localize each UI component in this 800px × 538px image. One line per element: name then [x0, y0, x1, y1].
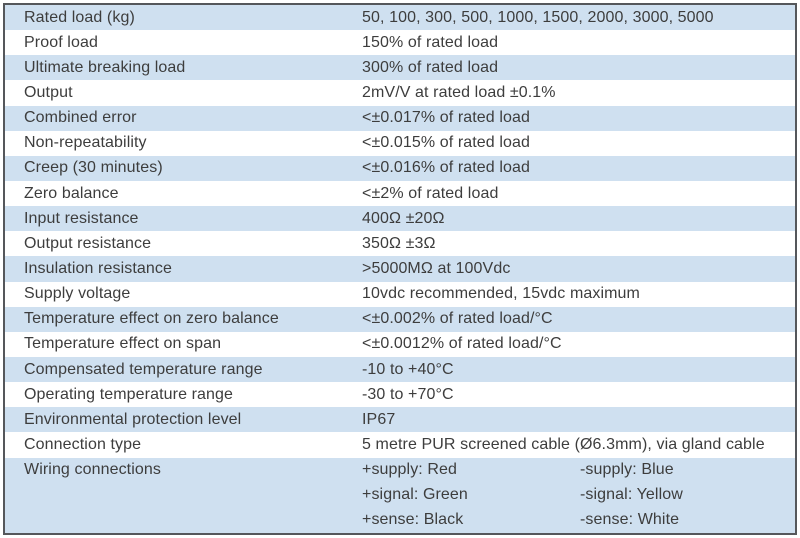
- spec-value: -30 to +70°C: [362, 385, 454, 403]
- spec-row-output: Output 2mV/V at rated load ±0.1%: [5, 80, 795, 105]
- spec-label: Insulation resistance: [24, 259, 172, 277]
- wiring-left-value: +sense: Black: [362, 511, 464, 529]
- spec-value: <±0.017% of rated load: [362, 109, 530, 127]
- spec-row-ultimate-breaking-load: Ultimate breaking load 300% of rated loa…: [5, 55, 795, 81]
- spec-value: 10vdc recommended, 15vdc maximum: [362, 285, 640, 303]
- spec-label: Compensated temperature range: [24, 360, 263, 378]
- spec-label: Supply voltage: [24, 285, 131, 303]
- spec-row-supply-voltage: Supply voltage 10vdc recommended, 15vdc …: [5, 282, 795, 307]
- spec-value: 350Ω ±3Ω: [362, 234, 436, 252]
- spec-row-connection-type: Connection type 5 metre PUR screened cab…: [5, 432, 795, 457]
- spec-value: 50, 100, 300, 500, 1000, 1500, 2000, 300…: [362, 8, 714, 26]
- spec-label: Operating temperature range: [24, 385, 234, 403]
- spec-label: Temperature effect on span: [24, 335, 222, 353]
- spec-value: <±2% of rated load: [362, 184, 499, 202]
- spec-table-frame: Rated load (kg) 50, 100, 300, 500, 1000,…: [3, 3, 797, 535]
- spec-row-insulation-resistance: Insulation resistance >5000MΩ at 100Vdc: [5, 256, 795, 282]
- wiring-left-value: +signal: Green: [362, 486, 468, 504]
- spec-row-compensated-temp-range: Compensated temperature range -10 to +40…: [5, 356, 795, 383]
- spec-label: Input resistance: [24, 209, 139, 227]
- wiring-right-value: -signal: Yellow: [580, 486, 683, 504]
- wiring-line-signal: +signal: Green -signal: Yellow: [362, 483, 795, 508]
- spec-row-non-repeatability: Non-repeatability <±0.015% of rated load: [5, 131, 795, 156]
- spec-value: 150% of rated load: [362, 33, 499, 51]
- spec-label: Wiring connections: [24, 461, 161, 479]
- spec-label: Ultimate breaking load: [24, 58, 186, 76]
- spec-label: Combined error: [24, 109, 137, 127]
- spec-row-temp-effect-span: Temperature effect on span <±0.0012% of …: [5, 332, 795, 357]
- spec-value: IP67: [362, 410, 396, 428]
- spec-value: <±0.002% of rated load/°C: [362, 310, 553, 328]
- spec-value: >5000MΩ at 100Vdc: [362, 259, 511, 277]
- wiring-line-supply: +supply: Red -supply: Blue: [362, 458, 795, 483]
- spec-row-output-resistance: Output resistance 350Ω ±3Ω: [5, 231, 795, 256]
- spec-label: Connection type: [24, 435, 142, 453]
- spec-row-proof-load: Proof load 150% of rated load: [5, 30, 795, 55]
- spec-row-wiring-connections: Wiring connections +supply: Red -supply:…: [5, 457, 795, 533]
- spec-label: Proof load: [24, 33, 98, 51]
- spec-value: 400Ω ±20Ω: [362, 209, 445, 227]
- wiring-left-value: +supply: Red: [362, 461, 458, 479]
- spec-value: -10 to +40°C: [362, 360, 454, 378]
- spec-label: Creep (30 minutes): [24, 159, 163, 177]
- spec-table: Rated load (kg) 50, 100, 300, 500, 1000,…: [5, 5, 795, 533]
- wiring-right-value: -sense: White: [580, 511, 680, 529]
- spec-value: <±0.016% of rated load: [362, 159, 530, 177]
- spec-label: Output: [24, 83, 73, 101]
- spec-label: Environmental protection level: [24, 410, 242, 428]
- spec-row-temp-effect-zero-balance: Temperature effect on zero balance <±0.0…: [5, 306, 795, 332]
- spec-row-input-resistance: Input resistance 400Ω ±20Ω: [5, 206, 795, 232]
- spec-row-creep: Creep (30 minutes) <±0.016% of rated loa…: [5, 155, 795, 181]
- spec-row-zero-balance: Zero balance <±2% of rated load: [5, 181, 795, 206]
- spec-row-operating-temp-range: Operating temperature range -30 to +70°C: [5, 382, 795, 407]
- spec-value: <±0.015% of rated load: [362, 134, 530, 152]
- spec-value: 5 metre PUR screened cable (Ø6.3mm), via…: [362, 435, 765, 453]
- spec-value: 300% of rated load: [362, 58, 499, 76]
- spec-label: Non-repeatability: [24, 134, 147, 152]
- spec-label: Zero balance: [24, 184, 119, 202]
- wiring-line-sense: +sense: Black -sense: White: [362, 508, 795, 533]
- wiring-right-value: -supply: Blue: [580, 461, 674, 479]
- spec-label: Rated load (kg): [24, 8, 135, 26]
- spec-row-combined-error: Combined error <±0.017% of rated load: [5, 105, 795, 131]
- spec-value: <±0.0012% of rated load/°C: [362, 335, 562, 353]
- spec-label: Temperature effect on zero balance: [24, 310, 279, 328]
- spec-row-rated-load: Rated load (kg) 50, 100, 300, 500, 1000,…: [5, 5, 795, 31]
- spec-row-environmental-protection: Environmental protection level IP67: [5, 407, 795, 433]
- spec-label: Output resistance: [24, 234, 152, 252]
- wiring-values: +supply: Red -supply: Blue +signal: Gree…: [362, 458, 795, 533]
- spec-value: 2mV/V at rated load ±0.1%: [362, 83, 556, 101]
